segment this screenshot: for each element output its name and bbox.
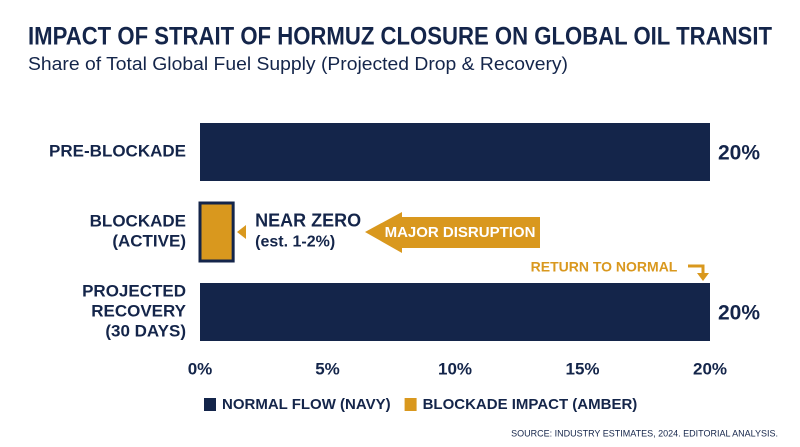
x-tick-label: 10% [438,359,472,378]
legend-swatch [204,398,216,411]
y-tick-label: (30 DAYS) [105,321,186,340]
disruption-arrow [365,212,540,253]
return-arrow [688,264,705,274]
source-note: SOURCE: INDUSTRY ESTIMATES, 2024. EDITOR… [511,428,778,438]
value-label: 20% [718,142,760,165]
value-label: 20% [718,302,760,325]
y-tick-label: RECOVERY [91,301,186,320]
bar [200,283,710,341]
annotation: MAJOR DISRUPTION [385,224,536,241]
y-tick-label: PRE-BLOCKADE [49,141,186,160]
y-tick-label: (ACTIVE) [112,231,186,250]
x-tick-label: 15% [565,359,599,378]
x-tick-label: 0% [188,359,213,378]
pointer [237,225,246,239]
legend-swatch [404,398,417,411]
chart-title: IMPACT OF STRAIT OF HORMUZ CLOSURE ON GL… [28,23,772,51]
bar [198,201,235,263]
x-tick-label: 5% [315,359,340,378]
annotation: RETURN TO NORMAL [531,259,678,275]
value-label: NEAR ZERO [255,210,361,230]
bar [200,123,710,181]
y-tick-label: BLOCKADE [90,211,186,230]
chart-subtitle: Share of Total Global Fuel Supply (Proje… [28,54,568,74]
value-label: (est. 1-2%) [255,234,335,251]
x-tick-label: 20% [693,359,727,378]
legend-label: NORMAL FLOW (NAVY) [222,396,391,413]
legend-label: BLOCKADE IMPACT (AMBER) [423,396,638,413]
return-arrow-head [697,273,709,281]
y-tick-label: PROJECTED [82,281,186,300]
